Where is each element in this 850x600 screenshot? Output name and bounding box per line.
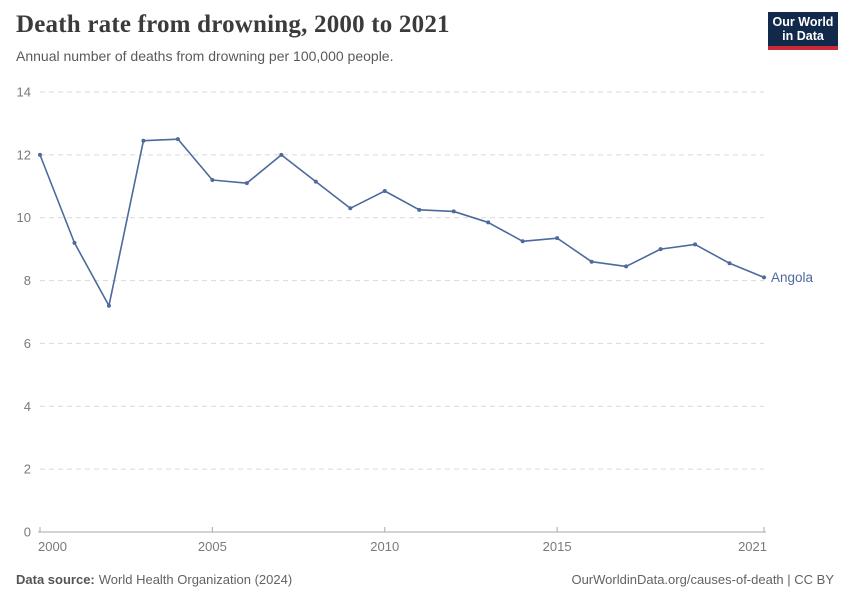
data-point[interactable] xyxy=(486,220,491,225)
data-point[interactable] xyxy=(727,261,732,266)
data-point[interactable] xyxy=(72,240,77,245)
data-point[interactable] xyxy=(348,206,353,211)
owid-logo-line1: Our World xyxy=(772,15,834,29)
data-source: Data source: World Health Organization (2… xyxy=(16,572,292,587)
chart-footer: Data source: World Health Organization (2… xyxy=(16,572,834,587)
x-tick-label: 2021 xyxy=(738,539,767,554)
chart-title: Death rate from drowning, 2000 to 2021 xyxy=(16,11,450,38)
x-tick-label: 2015 xyxy=(543,539,572,554)
data-source-text: World Health Organization (2024) xyxy=(98,572,293,587)
data-source-label: Data source: xyxy=(16,572,95,587)
series-end-label: Angola xyxy=(771,270,814,285)
y-tick-label: 14 xyxy=(17,85,31,100)
y-tick-label: 4 xyxy=(24,399,31,414)
data-point[interactable] xyxy=(451,209,456,214)
data-point[interactable] xyxy=(589,259,594,264)
y-tick-label: 8 xyxy=(24,273,31,288)
x-tick-label: 2000 xyxy=(38,539,67,554)
data-point[interactable] xyxy=(38,152,42,157)
data-point[interactable] xyxy=(141,138,146,143)
data-point[interactable] xyxy=(658,247,663,252)
y-tick-label: 0 xyxy=(24,525,31,540)
data-point[interactable] xyxy=(624,264,629,269)
y-tick-label: 10 xyxy=(17,210,31,225)
y-tick-label: 2 xyxy=(24,462,31,477)
data-point[interactable] xyxy=(382,189,387,193)
x-tick-label: 2010 xyxy=(370,539,399,554)
owid-logo-line2: in Data xyxy=(782,29,824,43)
data-line xyxy=(39,138,765,307)
data-point[interactable] xyxy=(693,242,698,247)
data-point[interactable] xyxy=(520,239,525,244)
y-tick-label: 6 xyxy=(24,336,31,351)
owid-logo[interactable]: Our World in Data xyxy=(768,12,838,50)
x-tick-label: 2005 xyxy=(198,539,227,554)
data-point[interactable] xyxy=(175,137,180,142)
data-point[interactable] xyxy=(762,275,766,280)
data-point[interactable] xyxy=(210,178,215,182)
data-point[interactable] xyxy=(417,207,422,212)
data-point[interactable] xyxy=(244,181,249,186)
chart-subtitle: Annual number of deaths from drowning pe… xyxy=(16,48,394,64)
data-point[interactable] xyxy=(279,152,284,157)
data-point[interactable] xyxy=(555,236,560,241)
data-point[interactable] xyxy=(313,179,318,184)
attribution: OurWorldinData.org/causes-of-death | CC … xyxy=(571,572,834,587)
data-point[interactable] xyxy=(106,303,111,308)
y-tick-label: 12 xyxy=(17,147,31,162)
